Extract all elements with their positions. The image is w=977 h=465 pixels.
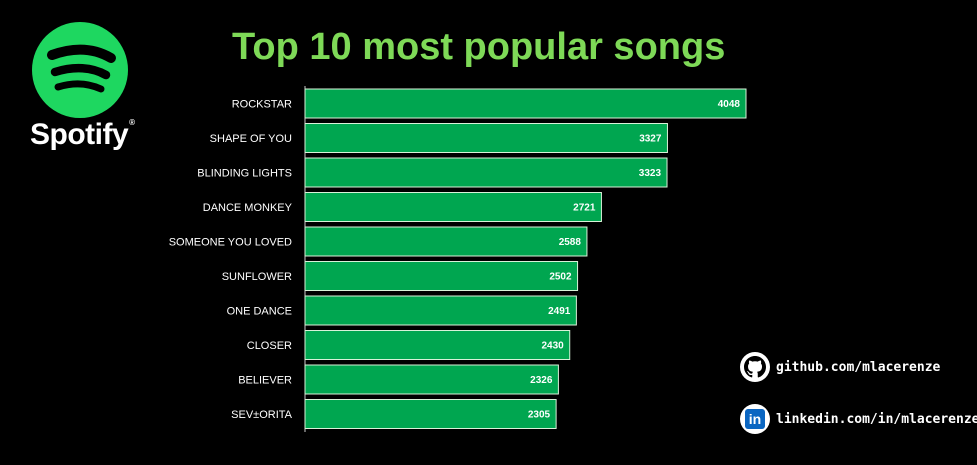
category-label: DANCE MONKEY — [203, 202, 293, 214]
bar — [304, 123, 668, 153]
spotify-logo-icon — [32, 22, 128, 118]
bar — [304, 295, 577, 326]
bar — [304, 157, 668, 188]
data-label: 2326 — [530, 375, 553, 386]
bar — [304, 226, 588, 257]
category-label: BLINDING LIGHTS — [197, 168, 292, 180]
linkedin-icon-text: in — [745, 409, 765, 429]
github-icon — [740, 352, 770, 382]
bar — [304, 261, 579, 291]
category-label: ROCKSTAR — [232, 99, 292, 111]
spotify-logo: Spotify® — [24, 22, 148, 162]
data-label: 3327 — [639, 134, 662, 145]
bar — [304, 330, 571, 360]
data-label: 2430 — [541, 341, 564, 352]
registered-mark: ® — [129, 118, 135, 127]
bar — [304, 88, 747, 119]
category-label: SHAPE OF YOU — [210, 133, 292, 145]
bar — [304, 192, 602, 222]
data-label: 4048 — [718, 99, 741, 110]
data-label: 2721 — [573, 203, 596, 214]
linkedin-link-text: linkedin.com/in/mlacerenze/ — [776, 411, 977, 427]
data-label: 2491 — [548, 306, 571, 317]
bar — [304, 399, 557, 429]
data-label: 2588 — [559, 237, 582, 248]
data-label: 2502 — [549, 272, 572, 283]
category-label: BELIEVER — [238, 375, 292, 387]
category-label: ONE DANCE — [227, 306, 292, 318]
github-link-text: github.com/mlacerenze — [776, 359, 941, 375]
chart-title: Top 10 most popular songs — [232, 26, 726, 68]
category-label: SEV±ORITA — [231, 409, 293, 421]
category-label: SOMEONE YOU LOVED — [169, 237, 292, 249]
data-label: 3323 — [639, 168, 662, 179]
linkedin-link[interactable]: in linkedin.com/in/mlacerenze/ — [740, 404, 977, 434]
spotify-wordmark: Spotify® — [30, 118, 135, 151]
github-link[interactable]: github.com/mlacerenze — [740, 352, 940, 382]
data-label: 2305 — [528, 410, 551, 421]
bar — [304, 364, 559, 395]
category-label: CLOSER — [247, 340, 292, 352]
category-label: SUNFLOWER — [222, 271, 292, 283]
linkedin-icon: in — [740, 404, 770, 434]
